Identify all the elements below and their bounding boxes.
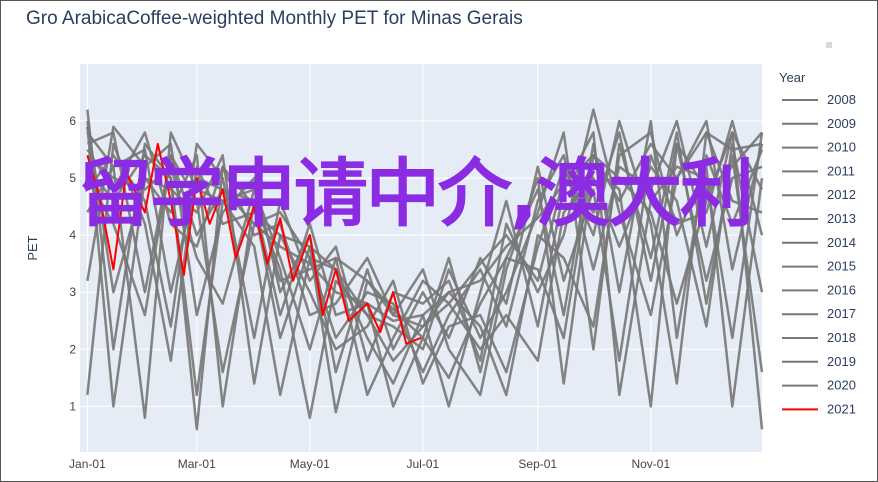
- series-line-2017: [86, 119, 763, 396]
- series-line-2011: [86, 119, 764, 374]
- legend-item-2013: 2013: [827, 211, 856, 226]
- legend-item-2008: 2008: [827, 92, 856, 107]
- legend-item-2017: 2017: [827, 306, 856, 321]
- series-line-2012: [86, 108, 764, 362]
- y-tick-label: 6: [69, 114, 76, 128]
- y-tick-label: 1: [69, 399, 76, 413]
- legend-item-2010: 2010: [827, 140, 856, 155]
- legend-item-2021: 2021: [827, 401, 856, 416]
- x-tick-label: May-01: [290, 457, 330, 471]
- legend-item-2018: 2018: [827, 330, 856, 345]
- series-line-2018: [86, 142, 764, 397]
- legend-item-2016: 2016: [827, 282, 856, 297]
- series-line-2021: [86, 142, 422, 345]
- y-tick-label: 3: [69, 285, 76, 299]
- legend-item-2014: 2014: [827, 235, 856, 250]
- y-axis-title: PET: [25, 235, 40, 260]
- y-tick-label: 5: [69, 171, 76, 185]
- legend-item-2020: 2020: [827, 378, 856, 393]
- legend-item-2019: 2019: [827, 354, 856, 369]
- legend-item-2011: 2011: [827, 163, 855, 178]
- chart-title: Gro ArabicaCoffee-weighted Monthly PET f…: [26, 8, 523, 29]
- x-tick-label: Nov-01: [631, 457, 670, 471]
- y-tick-label: 4: [69, 228, 76, 242]
- legend-item-2012: 2012: [827, 187, 856, 202]
- x-tick-label: Jul-01: [407, 457, 440, 471]
- legend-item-2015: 2015: [827, 259, 856, 274]
- series-line-2019: [86, 120, 764, 414]
- series-line-2013: [86, 119, 764, 374]
- series-line-2020: [86, 131, 764, 430]
- series-line-2016: [86, 142, 763, 431]
- y-tick-label: 2: [69, 342, 76, 356]
- x-tick-label: Sep-01: [518, 457, 557, 471]
- modebar-icon[interactable]: [826, 42, 832, 48]
- series-line-2014: [86, 126, 764, 420]
- x-tick-label: Jan-01: [69, 457, 106, 471]
- plot-area: [80, 64, 762, 452]
- legend-item-2009: 2009: [827, 116, 856, 131]
- legend-title: Year: [779, 70, 806, 85]
- x-tick-label: Mar-01: [178, 457, 216, 471]
- series-line-2015: [86, 131, 764, 420]
